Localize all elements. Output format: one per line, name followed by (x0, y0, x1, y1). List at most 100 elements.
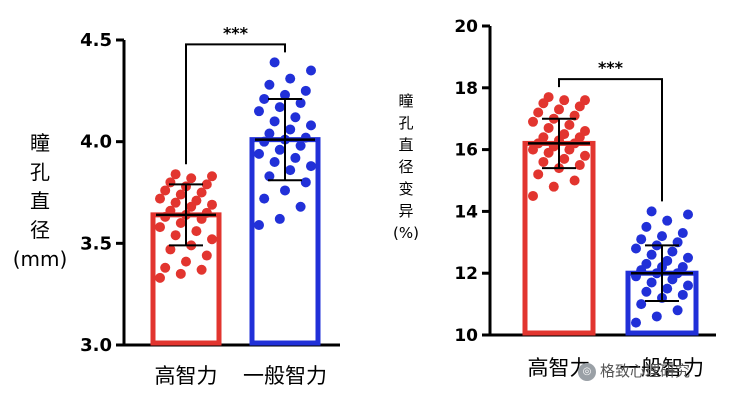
data-point (175, 189, 186, 200)
data-point (641, 258, 652, 269)
data-point (300, 85, 311, 96)
data-point (207, 234, 217, 245)
data-point (300, 132, 311, 143)
y-tick-label: 4.0 (80, 132, 112, 153)
y-axis-label-char: 直 (30, 189, 50, 213)
significance-bracket (185, 43, 286, 165)
data-point (165, 244, 176, 255)
data-point (191, 195, 202, 206)
data-point (662, 215, 673, 226)
data-point (155, 193, 165, 204)
data-point (290, 112, 301, 123)
data-point (306, 65, 316, 76)
data-point (306, 161, 316, 172)
data-point (646, 249, 657, 260)
data-point (196, 264, 207, 275)
data-point (170, 230, 181, 241)
data-point (259, 93, 270, 104)
data-point (165, 205, 176, 216)
y-axis-label-char: 径 (398, 158, 413, 176)
data-point (170, 197, 181, 208)
data-point (631, 317, 641, 328)
data-point (569, 175, 580, 186)
data-point (155, 222, 165, 233)
y-axis-label-unit: (mm) (13, 247, 68, 271)
data-point (207, 171, 217, 182)
data-point (175, 268, 186, 279)
data-point (186, 173, 197, 184)
y-tick-label: 10 (454, 326, 478, 346)
data-point (636, 234, 647, 245)
data-point (290, 152, 301, 163)
y-axis-label-char: 瞳 (398, 92, 413, 110)
data-point (280, 185, 290, 196)
y-tick-label: 12 (454, 264, 478, 284)
y-axis-label-char: 瞳 (30, 131, 50, 155)
significance-bracket (558, 78, 663, 202)
y-axis-label-char: 孔 (30, 160, 50, 184)
data-point (201, 179, 212, 190)
data-point (259, 193, 270, 204)
data-point (548, 181, 559, 192)
data-point (170, 169, 181, 180)
data-point (528, 190, 538, 201)
data-point (683, 209, 693, 220)
data-point (683, 252, 693, 263)
y-tick-label: 20 (454, 17, 478, 37)
data-point (667, 246, 678, 257)
y-axis-label-char: 孔 (398, 114, 413, 132)
data-point (543, 92, 554, 103)
data-point (559, 129, 570, 140)
data-point (651, 311, 662, 322)
data-point (646, 277, 657, 288)
data-point (175, 218, 186, 228)
y-axis-label-char: 异 (398, 202, 413, 220)
y-axis-label-unit: (%) (393, 224, 419, 242)
data-point (631, 243, 641, 254)
y-axis-label-char: 直 (398, 136, 413, 154)
data-point (269, 157, 280, 167)
data-point (662, 255, 673, 266)
data-point (254, 106, 264, 117)
category-label: 一般智力 (243, 364, 327, 388)
data-point (677, 289, 688, 300)
data-point (580, 95, 590, 106)
y-axis-label-char: 变 (398, 180, 413, 198)
data-point (554, 104, 564, 115)
data-point (201, 250, 212, 261)
data-point (538, 132, 549, 143)
y-tick-label: 3.5 (80, 233, 112, 254)
data-point (543, 122, 554, 133)
data-point (677, 262, 688, 273)
data-point (538, 156, 549, 167)
data-point (528, 116, 538, 127)
significance-label: *** (598, 58, 624, 77)
data-point (533, 107, 544, 118)
data-point (657, 231, 667, 242)
watermark: ◎ 格致心理研究 (578, 360, 690, 381)
y-tick-label: 4.5 (80, 30, 112, 51)
data-point (181, 256, 191, 267)
data-point (533, 169, 544, 180)
data-point (264, 171, 275, 182)
data-point (285, 73, 296, 84)
data-point (207, 199, 217, 210)
y-tick-label: 3.0 (80, 335, 112, 356)
data-point (191, 226, 202, 237)
data-point (274, 144, 285, 155)
data-point (580, 150, 590, 161)
y-axis-label-char: 径 (30, 218, 50, 242)
data-point (160, 262, 171, 273)
data-point (559, 95, 570, 106)
data-point (155, 272, 165, 283)
data-point (264, 128, 275, 139)
data-point (683, 280, 693, 291)
data-point (254, 220, 264, 231)
category-label: 高智力 (155, 364, 218, 388)
data-point (574, 160, 585, 171)
data-point (269, 116, 280, 127)
data-point (196, 187, 207, 198)
data-point (295, 98, 306, 109)
